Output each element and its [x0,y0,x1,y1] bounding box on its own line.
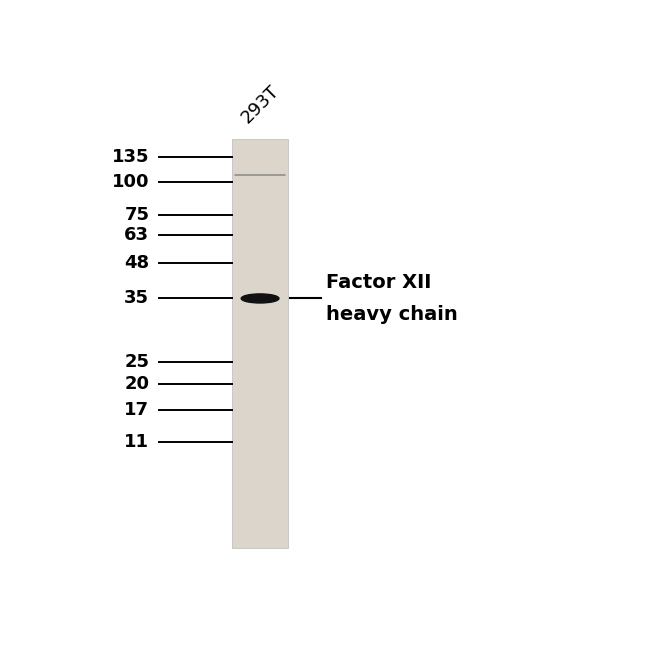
Text: Factor XII: Factor XII [326,274,431,293]
Text: heavy chain: heavy chain [326,304,458,323]
Text: 17: 17 [124,401,150,419]
Text: 48: 48 [124,254,150,272]
Ellipse shape [241,294,279,303]
Text: 63: 63 [124,226,150,244]
Text: 293T: 293T [238,82,283,127]
Text: 135: 135 [112,148,150,166]
Text: 75: 75 [124,206,150,224]
Text: 100: 100 [112,173,150,192]
Text: 25: 25 [124,352,150,371]
Bar [233,139,288,548]
Text: 20: 20 [124,375,150,394]
Text: 11: 11 [124,434,150,451]
Text: 35: 35 [124,289,150,308]
